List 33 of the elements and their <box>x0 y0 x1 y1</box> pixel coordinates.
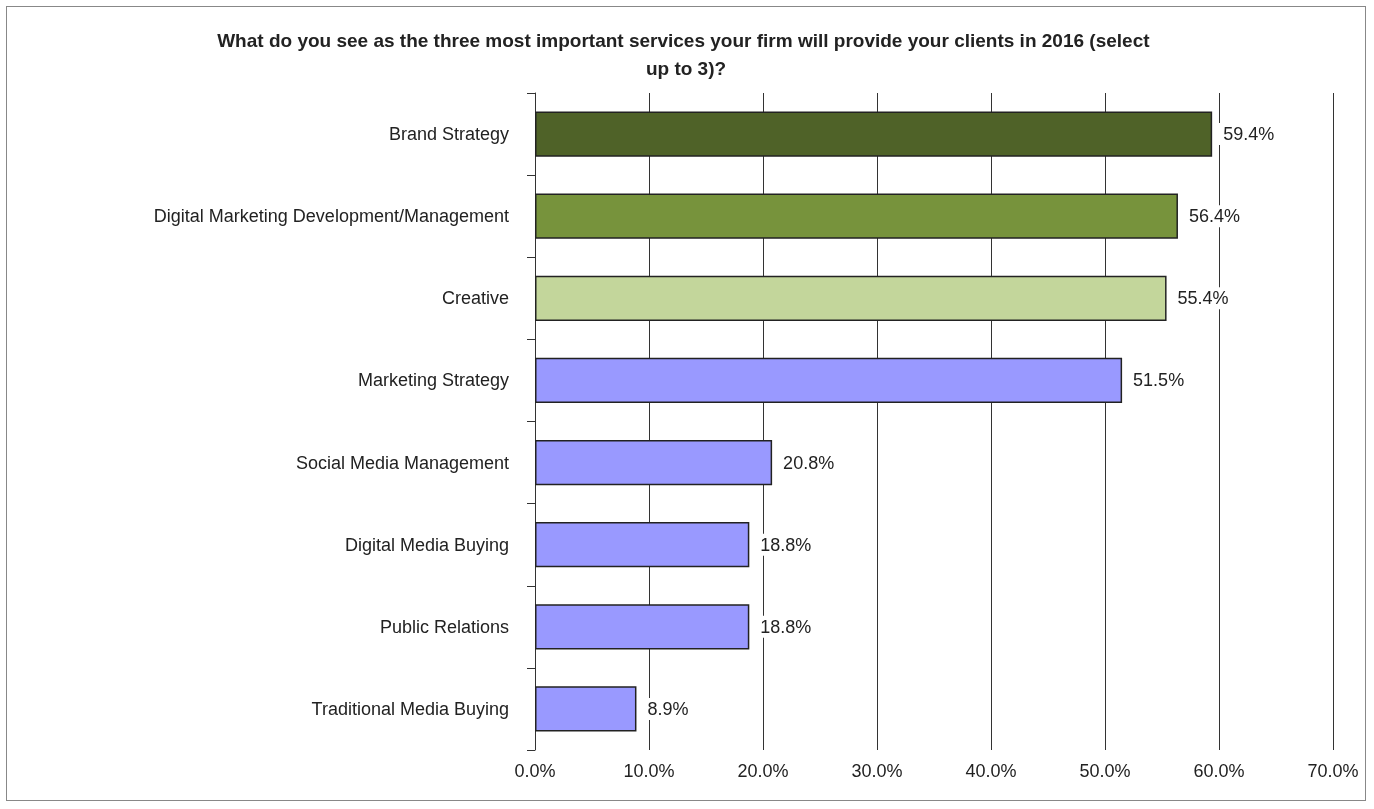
bar <box>535 522 750 568</box>
bar <box>535 275 1167 321</box>
x-tick-label: 60.0% <box>1193 761 1245 781</box>
bar <box>535 193 1178 239</box>
y-tick-label: Brand Strategy <box>388 124 509 145</box>
y-tick-label: Marketing Strategy <box>357 370 509 391</box>
data-label: 56.4% <box>1188 206 1241 227</box>
data-label: 8.9% <box>647 698 689 719</box>
x-tick-label: 70.0% <box>1307 761 1359 781</box>
y-tick-label: Social Media Management <box>295 452 509 473</box>
bar <box>535 111 1213 157</box>
data-label: 20.8% <box>783 452 835 473</box>
x-tick-label: 20.0% <box>737 761 789 781</box>
x-tick-label: 0.0% <box>514 761 556 781</box>
x-tick-label: 40.0% <box>965 761 1017 781</box>
data-label: 18.8% <box>760 534 812 555</box>
chart-title: What do you see as the three most important services your firm will provide your clients in 2016 (select up to 3)? <box>217 29 1155 79</box>
data-label: 59.4% <box>1223 124 1275 145</box>
x-tick-label: 50.0% <box>1079 761 1131 781</box>
data-label: 55.4% <box>1177 288 1229 309</box>
y-tick-label: Digital Media Buying <box>344 534 509 555</box>
y-tick-label: Digital Marketing Development/Management <box>153 206 509 227</box>
bar <box>535 439 773 486</box>
x-tick-label: 10.0% <box>623 761 675 781</box>
y-tick-label: Public Relations <box>379 616 509 637</box>
data-label: 18.8% <box>760 616 812 637</box>
data-label: 51.5% <box>1133 370 1185 391</box>
x-tick-label: 30.0% <box>851 761 903 781</box>
y-tick-label: Creative <box>441 288 509 309</box>
bar <box>535 686 637 732</box>
bar <box>535 604 750 650</box>
bar <box>535 357 1123 404</box>
y-tick-label: Traditional Media Buying <box>311 698 509 719</box>
